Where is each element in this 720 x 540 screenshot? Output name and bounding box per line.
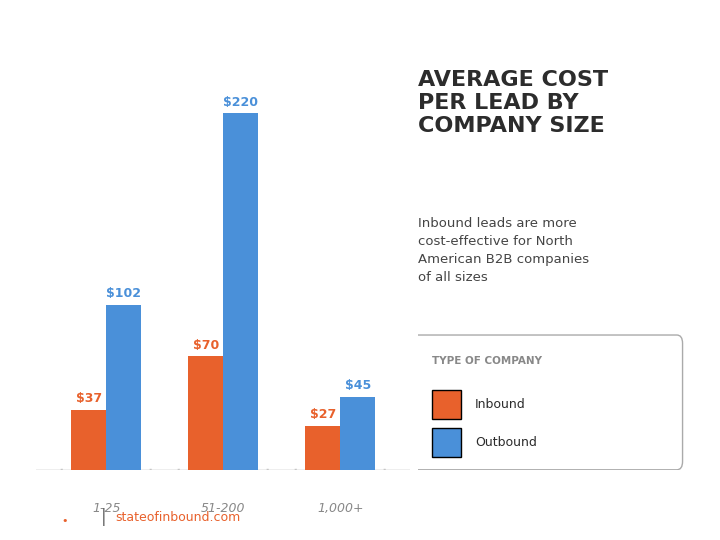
Text: Outbound: Outbound xyxy=(475,436,537,449)
Text: t: t xyxy=(72,510,79,524)
Text: $220: $220 xyxy=(223,96,258,109)
Text: •: • xyxy=(61,516,68,526)
Text: Inbound: Inbound xyxy=(475,398,526,411)
Bar xyxy=(71,410,107,470)
Text: Inbound leads are more
cost-effective for North
American B2B companies
of all si: Inbound leads are more cost-effective fo… xyxy=(418,217,589,284)
Text: 1,000+: 1,000+ xyxy=(317,502,364,515)
Text: 51-200: 51-200 xyxy=(201,502,246,515)
Text: |: | xyxy=(101,508,107,526)
Text: Hub: Hub xyxy=(22,510,56,524)
Text: AVERAGE COST
PER LEAD BY
COMPANY SIZE: AVERAGE COST PER LEAD BY COMPANY SIZE xyxy=(418,70,608,136)
Text: $102: $102 xyxy=(107,287,141,300)
Bar xyxy=(188,356,223,470)
Text: Sp: Sp xyxy=(54,510,76,524)
Text: stateofinbound.com: stateofinbound.com xyxy=(115,510,240,524)
Text: $45: $45 xyxy=(345,379,371,392)
FancyBboxPatch shape xyxy=(432,428,461,457)
FancyBboxPatch shape xyxy=(432,390,461,419)
Bar xyxy=(223,113,258,470)
Text: $70: $70 xyxy=(192,339,219,352)
Bar xyxy=(341,397,375,470)
FancyBboxPatch shape xyxy=(412,335,683,470)
Text: $37: $37 xyxy=(76,392,102,405)
Text: 1-25: 1-25 xyxy=(92,502,120,515)
Bar xyxy=(107,305,141,470)
Text: TYPE OF COMPANY: TYPE OF COMPANY xyxy=(432,356,542,366)
Text: $27: $27 xyxy=(310,408,336,421)
Bar xyxy=(305,426,340,470)
